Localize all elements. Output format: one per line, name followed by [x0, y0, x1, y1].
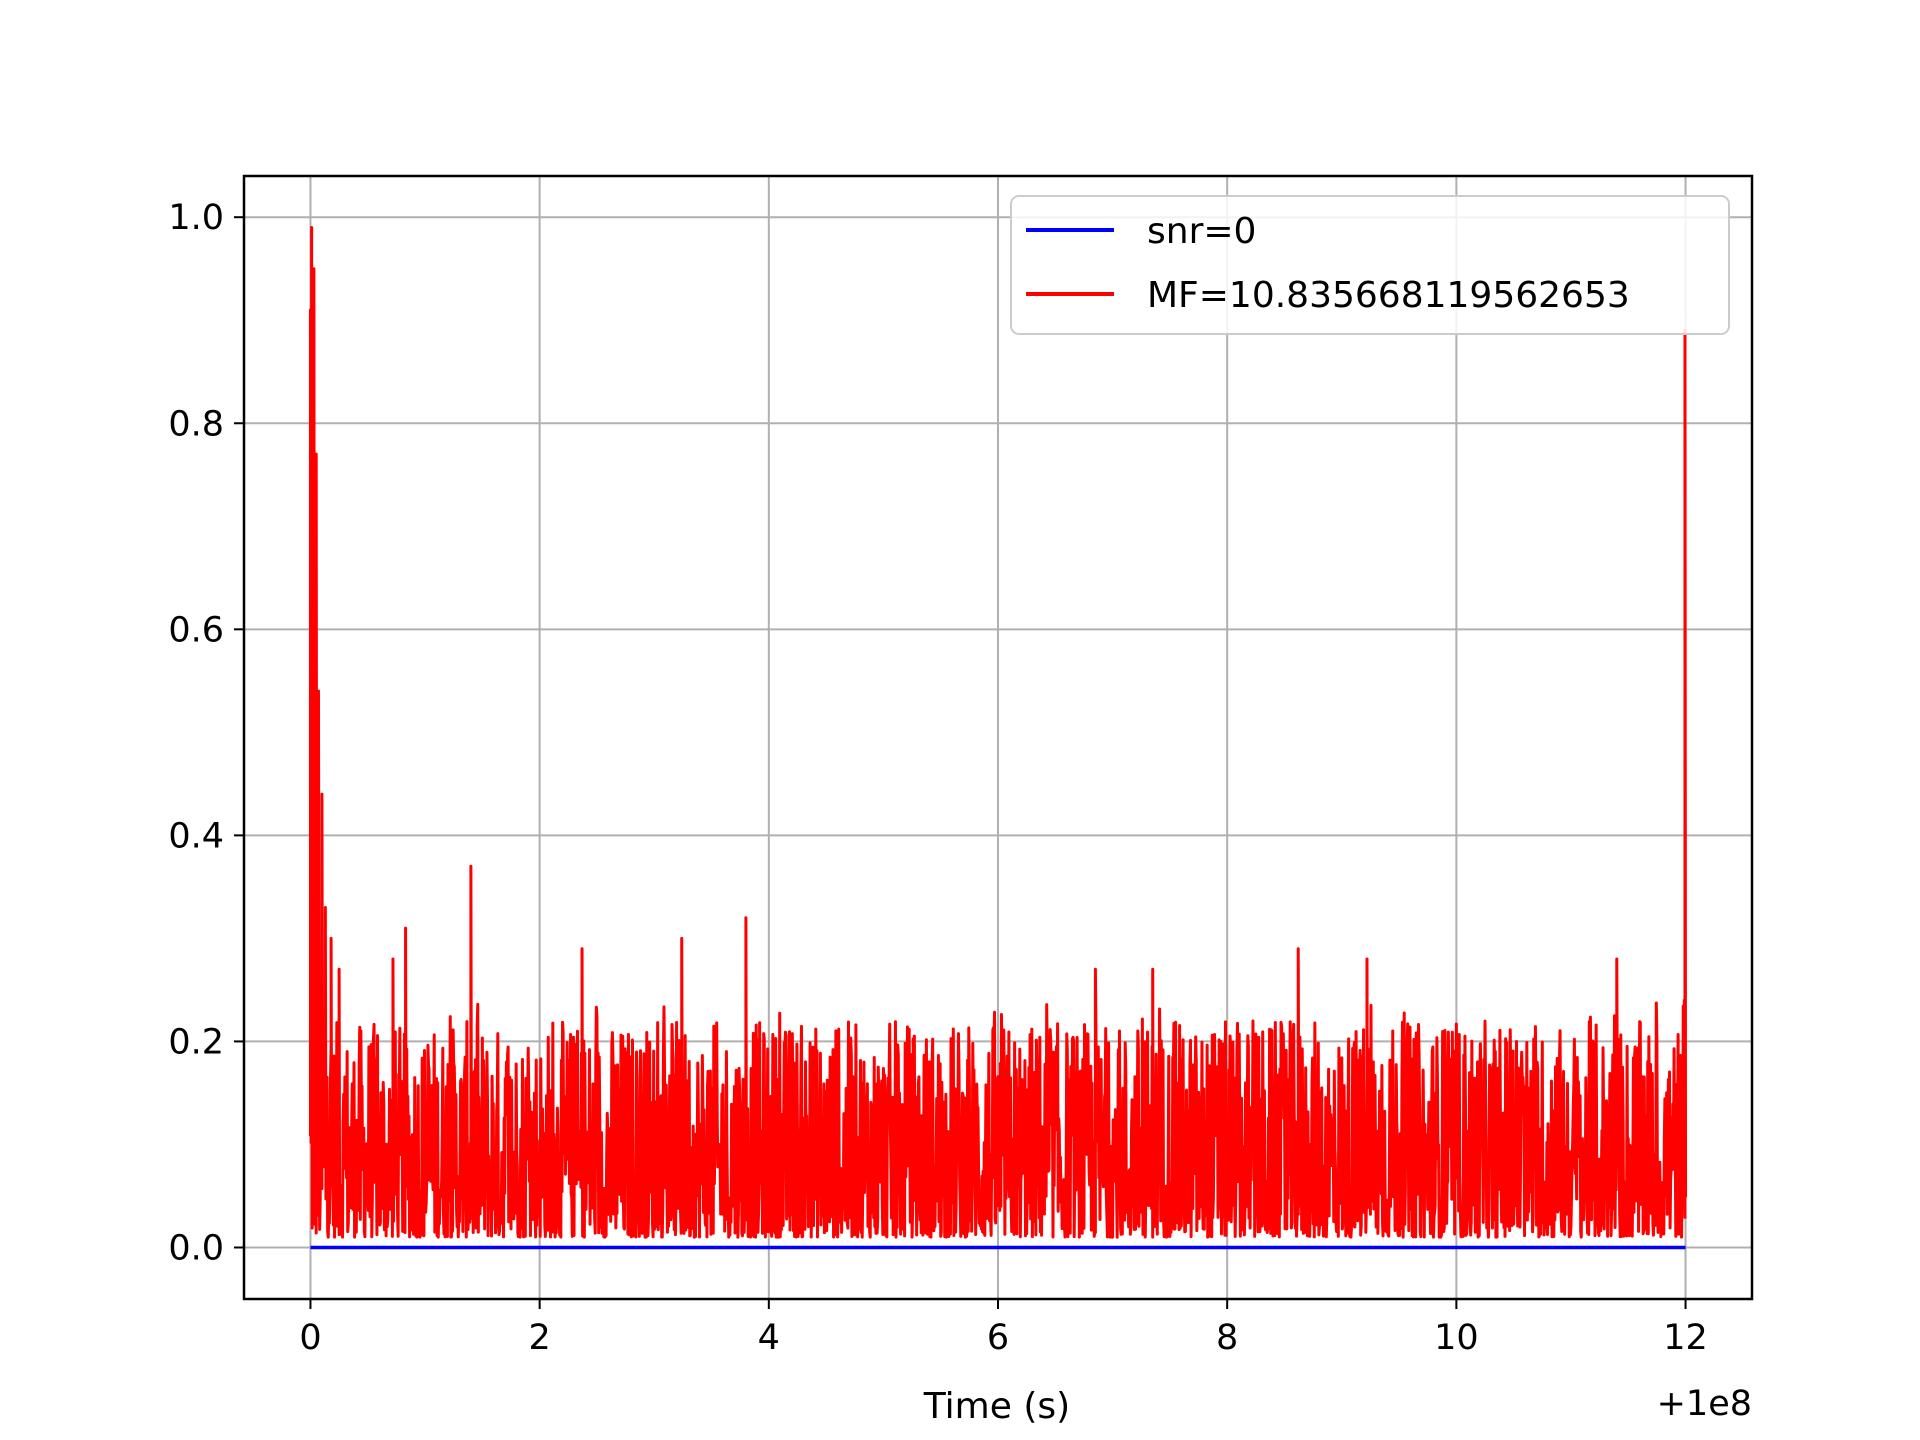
legend-label-mf: MF=10.835668119562653: [1147, 275, 1630, 316]
x-tick-label: 2: [529, 1318, 551, 1358]
x-tick-label: 6: [987, 1318, 1009, 1358]
y-tick-label: 1.0: [168, 198, 224, 238]
x-tick-label: 10: [1434, 1318, 1479, 1358]
legend-box: [1010, 195, 1730, 335]
axis-ticks: 0 2 4 6 8 10 12 0.0 0.2 0.4 0.6 0.8 1.0: [168, 198, 1707, 1358]
x-tick-label: 0: [299, 1318, 321, 1358]
x-tick-label: 8: [1216, 1318, 1238, 1358]
y-tick-label: 0.2: [168, 1022, 224, 1062]
series-layer: [308, 226, 1688, 1250]
y-tick-label: 0.8: [168, 404, 224, 444]
x-tick-label: 4: [758, 1318, 780, 1358]
legend-label-snr: snr=0: [1147, 211, 1256, 252]
y-tick-label: 0.0: [168, 1228, 224, 1268]
x-tick-label: 12: [1663, 1318, 1708, 1358]
y-tick-label: 0.4: [168, 816, 224, 856]
x-axis-offset-label: +1e8: [1657, 1384, 1752, 1424]
legend: snr=0 MF=10.835668119562653: [1010, 195, 1730, 335]
y-tick-label: 0.6: [168, 610, 224, 650]
series-line-mf: [308, 226, 1688, 1239]
x-axis-label: Time (s): [923, 1386, 1070, 1427]
